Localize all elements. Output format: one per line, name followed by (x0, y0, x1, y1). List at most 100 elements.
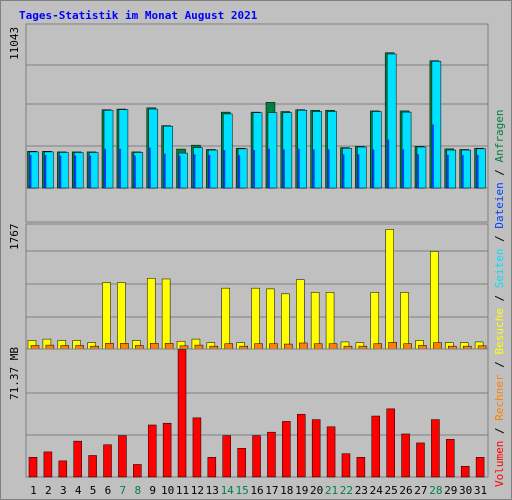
legend-seiten: Seiten (493, 249, 506, 289)
legend-anfragen: Anfragen (493, 109, 506, 162)
bar-volumen-day-18 (282, 421, 291, 478)
x-label-day-20: 20 (310, 484, 323, 497)
x-label-day-4: 4 (75, 484, 82, 497)
bar-volumen-day-7 (118, 435, 127, 478)
x-label-day-2: 2 (45, 484, 52, 497)
bar-volumen-day-23 (356, 457, 366, 478)
bar-rechner-day-6 (105, 343, 114, 350)
bar-seiten-day-13 (208, 154, 211, 188)
bar-volumen-day-22 (341, 453, 351, 478)
x-label-day-31: 31 (474, 484, 487, 497)
x-label-day-19: 19 (295, 484, 308, 497)
bar-seiten-day-29 (446, 154, 449, 188)
bar-seiten-day-31 (476, 154, 479, 188)
bar-besuche-day-10 (161, 278, 171, 350)
bar-besuche-day-14 (221, 287, 230, 350)
bar-seiten-day-14 (223, 150, 226, 188)
bar-rechner-day-28 (433, 342, 442, 350)
x-label-day-23: 23 (355, 484, 368, 497)
bar-rechner-day-1 (30, 345, 40, 350)
x-label-day-17: 17 (265, 484, 278, 497)
bar-volumen-day-8 (133, 464, 142, 478)
bar-besuche-day-17 (266, 288, 275, 350)
bar-besuche-day-25 (385, 229, 394, 350)
x-label-day-9: 9 (149, 484, 156, 497)
bar-volumen-day-25 (386, 408, 395, 478)
bar-volumen-day-30 (460, 465, 470, 478)
bar-volumen-day-17 (267, 431, 276, 478)
x-label-day-3: 3 (60, 484, 67, 497)
bar-rechner-day-25 (388, 342, 397, 350)
bar-besuche-day-7 (117, 282, 126, 350)
bar-rechner-day-16 (254, 343, 263, 350)
bar-rechner-day-17 (269, 343, 278, 350)
bar-volumen-day-31 (475, 457, 485, 478)
bar-seiten-day-20 (312, 149, 315, 188)
bar-seiten-day-8 (133, 155, 136, 188)
bar-seiten-day-22 (342, 154, 345, 188)
bar-seiten-day-30 (461, 154, 464, 188)
bar-seiten-day-21 (327, 149, 330, 188)
x-label-day-22: 22 (340, 484, 353, 497)
bar-besuche-day-9 (146, 278, 156, 350)
legend-besuche: Besuche (493, 308, 506, 354)
bar-seiten-day-18 (282, 149, 285, 188)
bar-volumen-day-27 (416, 442, 425, 478)
bar-besuche-day-16 (251, 287, 260, 350)
bar-seiten-day-5 (89, 155, 92, 188)
bar-besuche-day-26 (400, 292, 409, 350)
x-label-day-27: 27 (414, 484, 427, 497)
bar-volumen-day-12 (192, 417, 202, 478)
x-label-day-1: 1 (30, 484, 37, 497)
bar-seiten-day-6 (104, 148, 107, 188)
bar-rechner-day-8 (135, 345, 144, 350)
legend-line: Volumen / Rechner / Besuche / Seiten / D… (493, 109, 506, 487)
x-label-day-12: 12 (191, 484, 204, 497)
bar-volumen-day-2 (43, 451, 53, 478)
bar-seiten-day-24 (372, 149, 375, 188)
legend-sep-3: / (493, 288, 506, 308)
bar-seiten-day-1 (29, 154, 32, 188)
bar-rechner-day-10 (164, 343, 174, 350)
bar-volumen-day-16 (252, 435, 261, 478)
bar-rechner-day-4 (75, 345, 84, 350)
bar-volumen-day-24 (371, 415, 381, 478)
bar-volumen-day-9 (147, 424, 157, 478)
bar-volumen-day-1 (28, 457, 38, 478)
panel-visits: 1767 (8, 223, 489, 350)
bar-seiten-day-28 (431, 124, 434, 188)
bar-seiten-day-11 (178, 155, 181, 188)
bar-seiten-day-16 (253, 150, 256, 188)
y-max-label-volume: 71.37 MB (8, 347, 21, 400)
bar-seiten-day-7 (118, 148, 121, 188)
bar-seiten-day-26 (402, 149, 405, 188)
bar-volumen-day-19 (297, 413, 306, 478)
bar-volumen-day-26 (401, 433, 410, 478)
bar-volumen-day-3 (58, 460, 68, 478)
bar-rechner-day-9 (149, 343, 159, 350)
legend-volumen: Volumen (493, 441, 506, 487)
legend-sep-2: / (493, 355, 506, 375)
x-label-day-13: 13 (206, 484, 219, 497)
x-label-day-8: 8 (134, 484, 141, 497)
bar-volumen-day-10 (162, 422, 172, 478)
x-label-day-5: 5 (90, 484, 97, 497)
bar-besuche-day-21 (325, 292, 335, 350)
bar-volumen-day-28 (431, 419, 440, 478)
bar-volumen-day-5 (88, 455, 97, 478)
bar-besuche-day-19 (296, 279, 305, 350)
bar-besuche-day-24 (370, 292, 380, 350)
x-label-day-7: 7 (120, 484, 127, 497)
bar-besuche-day-28 (430, 251, 439, 350)
chart-legend: Volumen / Rechner / Besuche / Seiten / D… (493, 109, 506, 487)
bar-besuche-day-6 (102, 282, 111, 350)
bar-seiten-day-19 (297, 148, 300, 188)
bar-volumen-day-14 (222, 435, 231, 478)
legend-sep-1: / (493, 421, 506, 441)
x-label-day-15: 15 (235, 484, 248, 497)
panel-requests: 11043 (8, 23, 489, 223)
legend-rechner: Rechner (493, 374, 506, 421)
bar-rechner-day-26 (403, 343, 412, 350)
x-label-day-30: 30 (459, 484, 472, 497)
